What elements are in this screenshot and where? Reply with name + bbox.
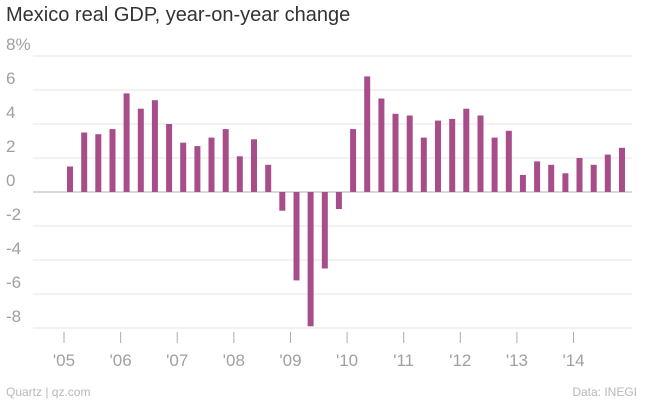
x-tick-label: '13	[506, 351, 528, 370]
bar-2011Q4	[449, 118, 456, 192]
bar-2013Q2	[534, 161, 541, 192]
bar-2009Q1	[293, 192, 300, 281]
bar-2009Q4	[335, 192, 342, 209]
y-axis: 8% 6 4 2 0 -2 -4 -6 -8	[6, 35, 31, 326]
bar-2009Q3	[321, 192, 328, 269]
data-source: Data: INEGI	[572, 385, 637, 399]
bar-2006Q4	[166, 124, 173, 192]
bar-2007Q2	[194, 146, 201, 192]
x-tick-label: '12	[449, 351, 471, 370]
y-tick-label: -4	[6, 239, 21, 258]
bar-2012Q4	[505, 130, 512, 192]
chart-title: Mexico real GDP, year-on-year change	[6, 4, 351, 26]
bar-2005Q2	[81, 132, 88, 192]
y-tick-label: -8	[6, 307, 21, 326]
bar-2010Q4	[392, 113, 399, 192]
bar-2011Q3	[435, 120, 441, 192]
y-tick-label: -2	[6, 205, 21, 224]
x-tick-label: '08	[223, 351, 245, 370]
x-tick-label: '11	[393, 351, 414, 370]
bar-2005Q1	[67, 166, 73, 192]
bar-2010Q3	[378, 98, 385, 192]
bar-2005Q3	[95, 134, 102, 192]
bar-2005Q4	[109, 129, 116, 192]
bar-2012Q3	[491, 137, 498, 192]
bar-2008Q3	[265, 164, 272, 192]
x-tick-label: '05	[53, 351, 75, 370]
bar-2012Q2	[477, 115, 484, 192]
bar-2008Q1	[236, 156, 243, 192]
bar-2009Q2	[307, 192, 314, 327]
bar-2007Q4	[222, 129, 229, 192]
y-tick-label: 6	[6, 69, 15, 88]
source-credit: Quartz | qz.com	[6, 385, 91, 399]
gridlines	[33, 55, 632, 329]
x-tick-label: '14	[562, 351, 584, 370]
bar-2007Q3	[208, 137, 215, 192]
bar-2006Q3	[151, 100, 158, 192]
bar-2013Q4	[562, 173, 569, 192]
bar-2014Q1	[576, 158, 583, 192]
bar-2011Q1	[406, 115, 413, 192]
y-tick-label: 0	[6, 171, 15, 190]
bar-2008Q2	[251, 139, 257, 192]
x-tick-label: '06	[110, 351, 132, 370]
bar-2013Q1	[519, 175, 526, 192]
bar-series	[67, 76, 625, 327]
bar-2008Q4	[279, 192, 286, 211]
x-axis: '05 '06 '07 '08 '09 '10 '11 '12 '13 '14	[53, 332, 585, 370]
y-tick-label: 2	[6, 137, 15, 156]
bar-2011Q2	[420, 137, 427, 192]
x-tick-label: '09	[279, 351, 301, 370]
x-tick-label: '10	[336, 351, 358, 370]
bar-2013Q3	[548, 164, 555, 192]
bar-2010Q1	[350, 129, 357, 192]
y-tick-label: -6	[6, 273, 21, 292]
bar-2014Q3	[604, 154, 611, 192]
bar-2007Q1	[180, 142, 187, 192]
bar-2010Q2	[364, 76, 371, 192]
bar-2014Q4	[619, 147, 625, 192]
bar-2006Q2	[137, 108, 144, 192]
bar-2006Q1	[123, 93, 130, 192]
y-tick-label: 8%	[6, 35, 31, 54]
bar-2012Q1	[463, 108, 470, 192]
bar-2014Q2	[590, 164, 597, 192]
y-tick-label: 4	[6, 103, 15, 122]
x-tick-label: '07	[166, 351, 188, 370]
